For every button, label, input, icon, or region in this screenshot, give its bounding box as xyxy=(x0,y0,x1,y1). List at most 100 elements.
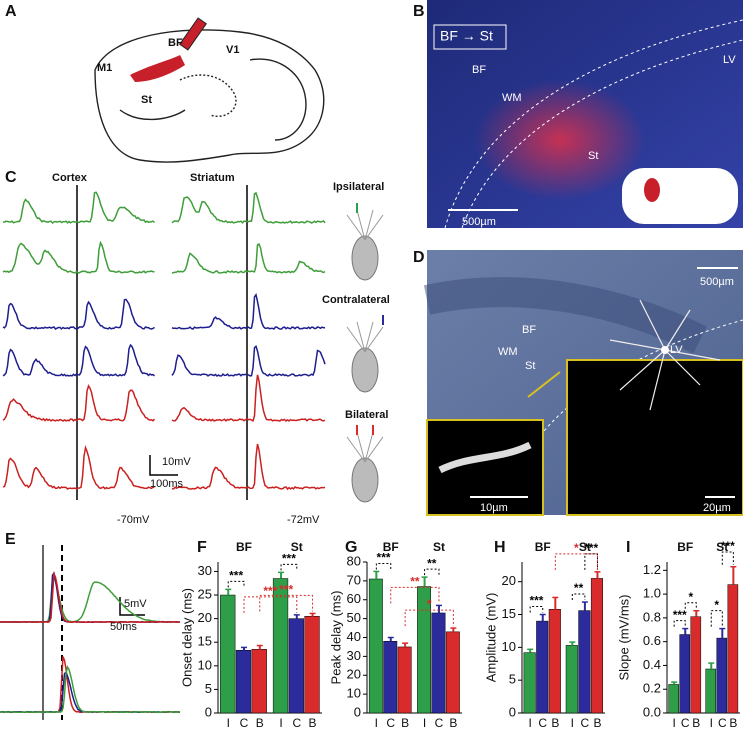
y-tick-label: 0.4 xyxy=(643,657,661,672)
x-tick-label: C xyxy=(681,716,690,730)
trace xyxy=(0,656,181,714)
sig-label: ** xyxy=(410,575,420,589)
label: BF xyxy=(168,37,183,49)
bar xyxy=(548,609,561,714)
label: Cortex xyxy=(52,172,88,184)
sig-bracket xyxy=(673,620,686,627)
y-tick-label: 80 xyxy=(347,553,361,568)
bar xyxy=(679,634,691,714)
y-tick-label: 0 xyxy=(205,704,212,719)
y-tick-label: 50 xyxy=(347,610,361,625)
y-tick-label: 1.2 xyxy=(643,562,661,577)
wm-border xyxy=(444,19,743,229)
y-tick-label: 0.8 xyxy=(643,609,661,624)
label: M1 xyxy=(97,62,112,74)
x-tick-label: I xyxy=(529,716,532,730)
y-tick-label: 40 xyxy=(347,629,361,644)
y-tick-label: 1.0 xyxy=(643,586,661,601)
panel-label: D xyxy=(413,249,425,266)
label: BF xyxy=(472,64,486,76)
x-tick-label: C xyxy=(240,716,249,730)
label: LV xyxy=(723,54,736,66)
trace xyxy=(171,191,326,224)
bar xyxy=(288,618,304,714)
sig-bracket xyxy=(571,593,586,601)
bar xyxy=(705,668,717,714)
trace xyxy=(171,443,326,491)
y-axis-label: Peak delay (ms) xyxy=(328,591,343,685)
sig-bracket xyxy=(227,580,245,588)
sig-bracket xyxy=(584,553,598,570)
trace xyxy=(0,671,181,714)
y-tick-label: 0 xyxy=(354,704,361,719)
trace xyxy=(2,444,155,490)
panel-label: G xyxy=(345,539,357,556)
x-tick-label: B xyxy=(449,716,457,730)
trace xyxy=(0,571,181,623)
panel-label: F xyxy=(197,539,207,556)
bar xyxy=(304,616,320,714)
sig-label: *** xyxy=(721,539,735,553)
y-tick-label: 20 xyxy=(198,610,212,625)
bar xyxy=(445,631,460,714)
whiskers xyxy=(346,321,384,353)
trace xyxy=(171,292,326,330)
title: BF → St xyxy=(440,28,493,44)
sig-bracket xyxy=(529,606,544,613)
scale-label: 500µm xyxy=(700,276,734,288)
arrow xyxy=(527,371,561,398)
x-tick-label: B xyxy=(401,716,409,730)
y-tick-label: 25 xyxy=(198,586,212,601)
sig-label: *** xyxy=(584,541,598,555)
bar xyxy=(397,646,412,714)
sig-label: * xyxy=(574,541,579,555)
sig-bracket xyxy=(554,553,598,570)
trace xyxy=(171,374,326,423)
sig-label: * xyxy=(714,598,719,612)
coronal-spot xyxy=(644,178,660,202)
bar xyxy=(536,620,549,714)
y-tick-label: 10 xyxy=(502,639,516,654)
y-tick-label: 15 xyxy=(502,606,516,621)
y-tick-label: 5 xyxy=(205,681,212,696)
scale-label: 10µm xyxy=(480,502,508,514)
y-tick-label: 20 xyxy=(347,667,361,682)
label: 5mV xyxy=(124,598,147,610)
x-tick-label: I xyxy=(710,716,713,730)
dendrite xyxy=(438,441,532,474)
sig-label: * xyxy=(427,597,432,611)
x-tick-label: B xyxy=(256,716,264,730)
soma xyxy=(661,346,669,354)
title-box xyxy=(433,24,507,50)
neuron xyxy=(609,299,721,411)
bar xyxy=(235,649,252,714)
sig-bracket xyxy=(243,596,298,613)
group-label: St xyxy=(291,540,303,554)
sig-label: *** xyxy=(673,608,687,622)
panel-label: E xyxy=(5,531,16,548)
sig-bracket xyxy=(259,594,314,612)
whiskers xyxy=(346,209,384,241)
sig-label: ** xyxy=(574,581,584,595)
y-axis-label: Amplitude (mV) xyxy=(483,593,498,683)
label: 10mV xyxy=(162,456,191,468)
y-tick-label: 10 xyxy=(198,657,212,672)
scale-bar xyxy=(149,455,178,476)
x-tick-label: C xyxy=(538,716,547,730)
panel-label: A xyxy=(5,3,17,20)
sig-label: *** xyxy=(377,551,391,565)
label: Contralateral xyxy=(322,294,390,306)
y-tick-label: 70 xyxy=(347,572,361,587)
panel-label: C xyxy=(5,169,17,186)
sig-bracket xyxy=(375,562,392,570)
y-tick-label: 60 xyxy=(347,591,361,606)
label: WM xyxy=(498,346,518,358)
group-label: BF xyxy=(535,540,551,554)
label: 100ms xyxy=(150,478,184,490)
x-tick-label: B xyxy=(593,716,601,730)
bar xyxy=(251,649,267,714)
label: St xyxy=(588,150,598,162)
panel-label: B xyxy=(413,3,425,20)
tissue-fold xyxy=(423,277,707,354)
